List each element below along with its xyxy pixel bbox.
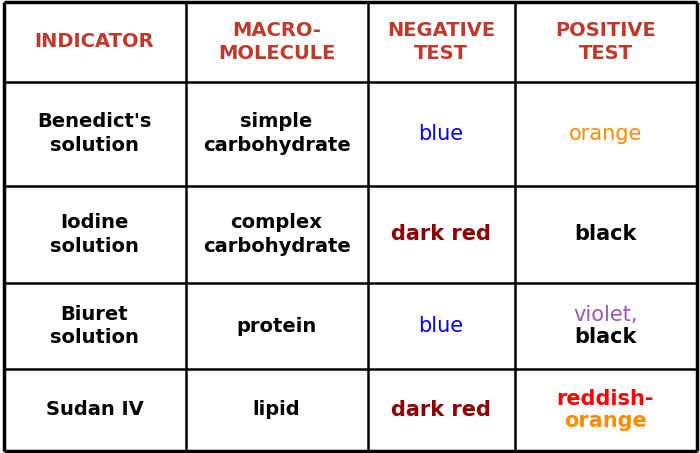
Text: violet,: violet,	[573, 305, 638, 325]
Text: orange: orange	[569, 124, 642, 144]
Text: MACRO-
MOLECULE: MACRO- MOLECULE	[218, 21, 335, 63]
Text: black: black	[574, 328, 637, 347]
Text: NEGATIVE
TEST: NEGATIVE TEST	[387, 21, 495, 63]
Text: orange: orange	[564, 410, 647, 430]
Text: Benedict's
solution: Benedict's solution	[37, 112, 152, 155]
Text: INDICATOR: INDICATOR	[35, 33, 154, 51]
Text: reddish-: reddish-	[556, 390, 654, 410]
Text: simple
carbohydrate: simple carbohydrate	[202, 112, 351, 155]
Text: POSITIVE
TEST: POSITIVE TEST	[555, 21, 656, 63]
Text: dark red: dark red	[391, 224, 491, 245]
Text: Sudan IV: Sudan IV	[46, 400, 144, 419]
Text: dark red: dark red	[391, 400, 491, 420]
Text: lipid: lipid	[253, 400, 300, 419]
Text: blue: blue	[419, 124, 463, 144]
Text: complex
carbohydrate: complex carbohydrate	[202, 213, 351, 255]
Text: Biuret
solution: Biuret solution	[50, 305, 139, 347]
Text: black: black	[574, 224, 637, 245]
Text: Iodine
solution: Iodine solution	[50, 213, 139, 255]
Text: protein: protein	[237, 317, 316, 336]
Text: blue: blue	[419, 316, 463, 336]
